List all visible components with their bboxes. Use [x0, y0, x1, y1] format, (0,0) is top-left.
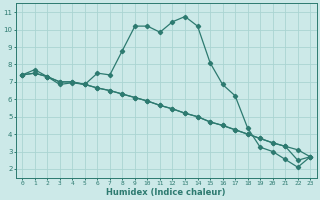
X-axis label: Humidex (Indice chaleur): Humidex (Indice chaleur)	[107, 188, 226, 197]
